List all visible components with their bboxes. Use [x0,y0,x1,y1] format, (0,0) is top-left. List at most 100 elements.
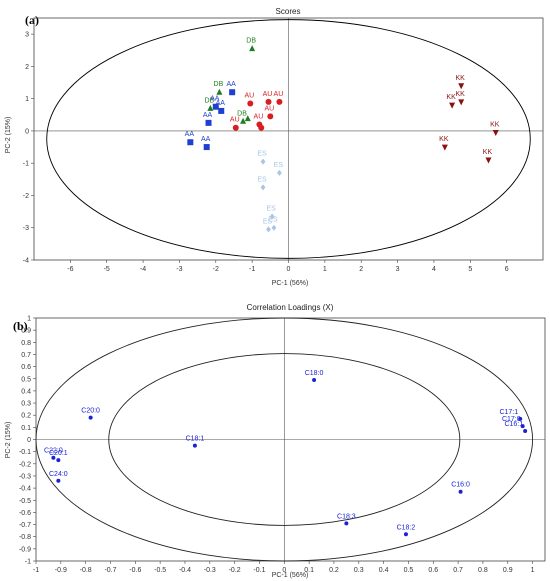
loading-point-label: C20:0 [81,408,100,415]
loadings-y-tick-label: 0.6 [21,364,31,371]
score-point-aa [218,107,225,114]
score-point-label: AU [244,93,254,100]
score-point-es [260,184,266,191]
loadings-y-tick-label: -0.7 [19,522,31,529]
loadings-y-tick-label: 0.5 [21,376,31,383]
loadings-y-tick-label: 1 [27,316,31,323]
score-point-label: AU [254,113,264,120]
score-point-label: KK [446,94,456,101]
scores-panel: Scores (a) PC-1 (56%) PC-2 (15%) -6 -5 -4 -… [5,7,544,287]
score-point-label: AA [226,81,236,88]
loadings-x-tick-label: 0.2 [329,567,339,574]
score-point-label: ES [257,176,267,183]
loading-point-label: C18:1 [186,436,205,443]
loading-point-label: C20:1 [49,450,68,457]
loading-point [344,521,349,526]
loading-point [51,455,56,460]
score-point-kk [458,99,465,106]
loading-point [56,458,61,463]
score-point-label: KK [439,136,449,143]
loadings-y-tick-label: -0.2 [19,461,31,468]
loadings-x-tick-label: 0.7 [453,567,463,574]
score-point-label: AU [274,91,284,98]
score-point-aa [212,103,219,110]
loadings-x-tick-label: 0.8 [478,567,488,574]
score-point-es [260,158,266,165]
score-point-kk [492,130,499,137]
score-point-aa [187,139,194,146]
loadings-title: Correlation Loadings (X) [247,303,334,312]
scores-y-axis-label: PC-2 (15%) [5,117,12,154]
loading-point-label: C16:0 [451,482,470,489]
scores-x-tick-label: -5 [104,266,110,273]
loadings-y-tick-label: 0.3 [21,401,31,408]
score-point-au [265,98,272,105]
loading-point [88,415,93,420]
loadings-panel: Correlation Loadings (X) (b) PC-1 (56%) … [5,303,546,579]
loading-point [458,489,463,494]
loadings-y-tick-label: 0.8 [21,340,31,347]
loadings-y-tick-label: 0.9 [21,328,31,335]
score-point-label: KK [490,122,500,129]
score-point-au [267,113,274,120]
loadings-x-tick-label: -0.3 [204,567,216,574]
loadings-x-tick-label: 0.3 [354,567,364,574]
loadings-x-tick-label: -0.7 [104,567,116,574]
score-point-label: AA [210,96,220,103]
scores-x-tick-label: 3 [396,266,400,273]
score-point-db [216,88,223,95]
loadings-x-tick-label: -0.5 [154,567,166,574]
loadings-y-tick-label: 0.2 [21,413,31,420]
score-point-db [249,45,256,52]
loading-point-label: C16:1 [504,421,523,428]
score-point-label: KK [456,75,466,82]
score-point-label: ES [274,162,284,169]
scores-y-tick-label: -3 [23,225,29,232]
score-point-label: KK [483,149,493,156]
loading-point-label: C18:2 [397,524,416,531]
outer-correlation-circle [35,317,534,562]
score-point-au [232,124,239,131]
score-point-aa [205,119,212,126]
loadings-x-tick-label: -0.1 [253,567,265,574]
scores-x-tick-label: 6 [505,266,509,273]
scores-x-tick-label: -3 [176,266,182,273]
inner-correlation-circle [108,353,461,526]
scores-y-tick-label: 0 [25,128,29,135]
loadings-y-tick-label: -1 [25,559,31,566]
score-point-label: ES [263,218,273,225]
scores-y-tick-label: -2 [23,193,29,200]
loadings-y-axis-label: PC-2 (15%) [5,422,12,459]
loading-point [56,478,61,483]
score-point-au [247,100,254,107]
loading-point-label: C18:3 [337,513,356,520]
loadings-x-tick-label: 0.1 [304,567,314,574]
loadings-x-tick-label: -0.4 [179,567,191,574]
loadings-x-tick-label: -0.2 [229,567,241,574]
loading-point-label: C17:1 [499,409,518,416]
panel-label-a: (a) [25,13,39,27]
loadings-y-tick-label: 0.7 [21,352,31,359]
score-point-db [244,115,251,122]
score-point-kk [485,157,492,164]
scores-x-tick-label: 2 [359,266,363,273]
scores-x-tick-label: -6 [67,266,73,273]
loadings-x-tick-label: -0.8 [80,567,92,574]
scores-x-tick-label: 5 [468,266,472,273]
loading-point-label: C22:0 [44,448,63,455]
scores-confidence-ellipse [46,19,531,259]
score-point-label: DB [237,110,247,117]
loadings-y-tick-label: -0.6 [19,510,31,517]
loadings-y-tick-label: -0.1 [19,449,31,456]
score-point-es [271,224,277,231]
loadings-x-tick-label: 0.4 [379,567,389,574]
loading-point-label: C24:0 [49,471,68,478]
loadings-x-axis-label: PC-1 (56%) [272,572,309,579]
score-point-kk [441,144,448,151]
score-point-label: ES [266,205,276,212]
loadings-x-tick-label: -1 [33,567,39,574]
scores-x-tick-label: -4 [140,266,146,273]
score-point-db [207,104,214,111]
loadings-x-tick-label: 0.5 [404,567,414,574]
